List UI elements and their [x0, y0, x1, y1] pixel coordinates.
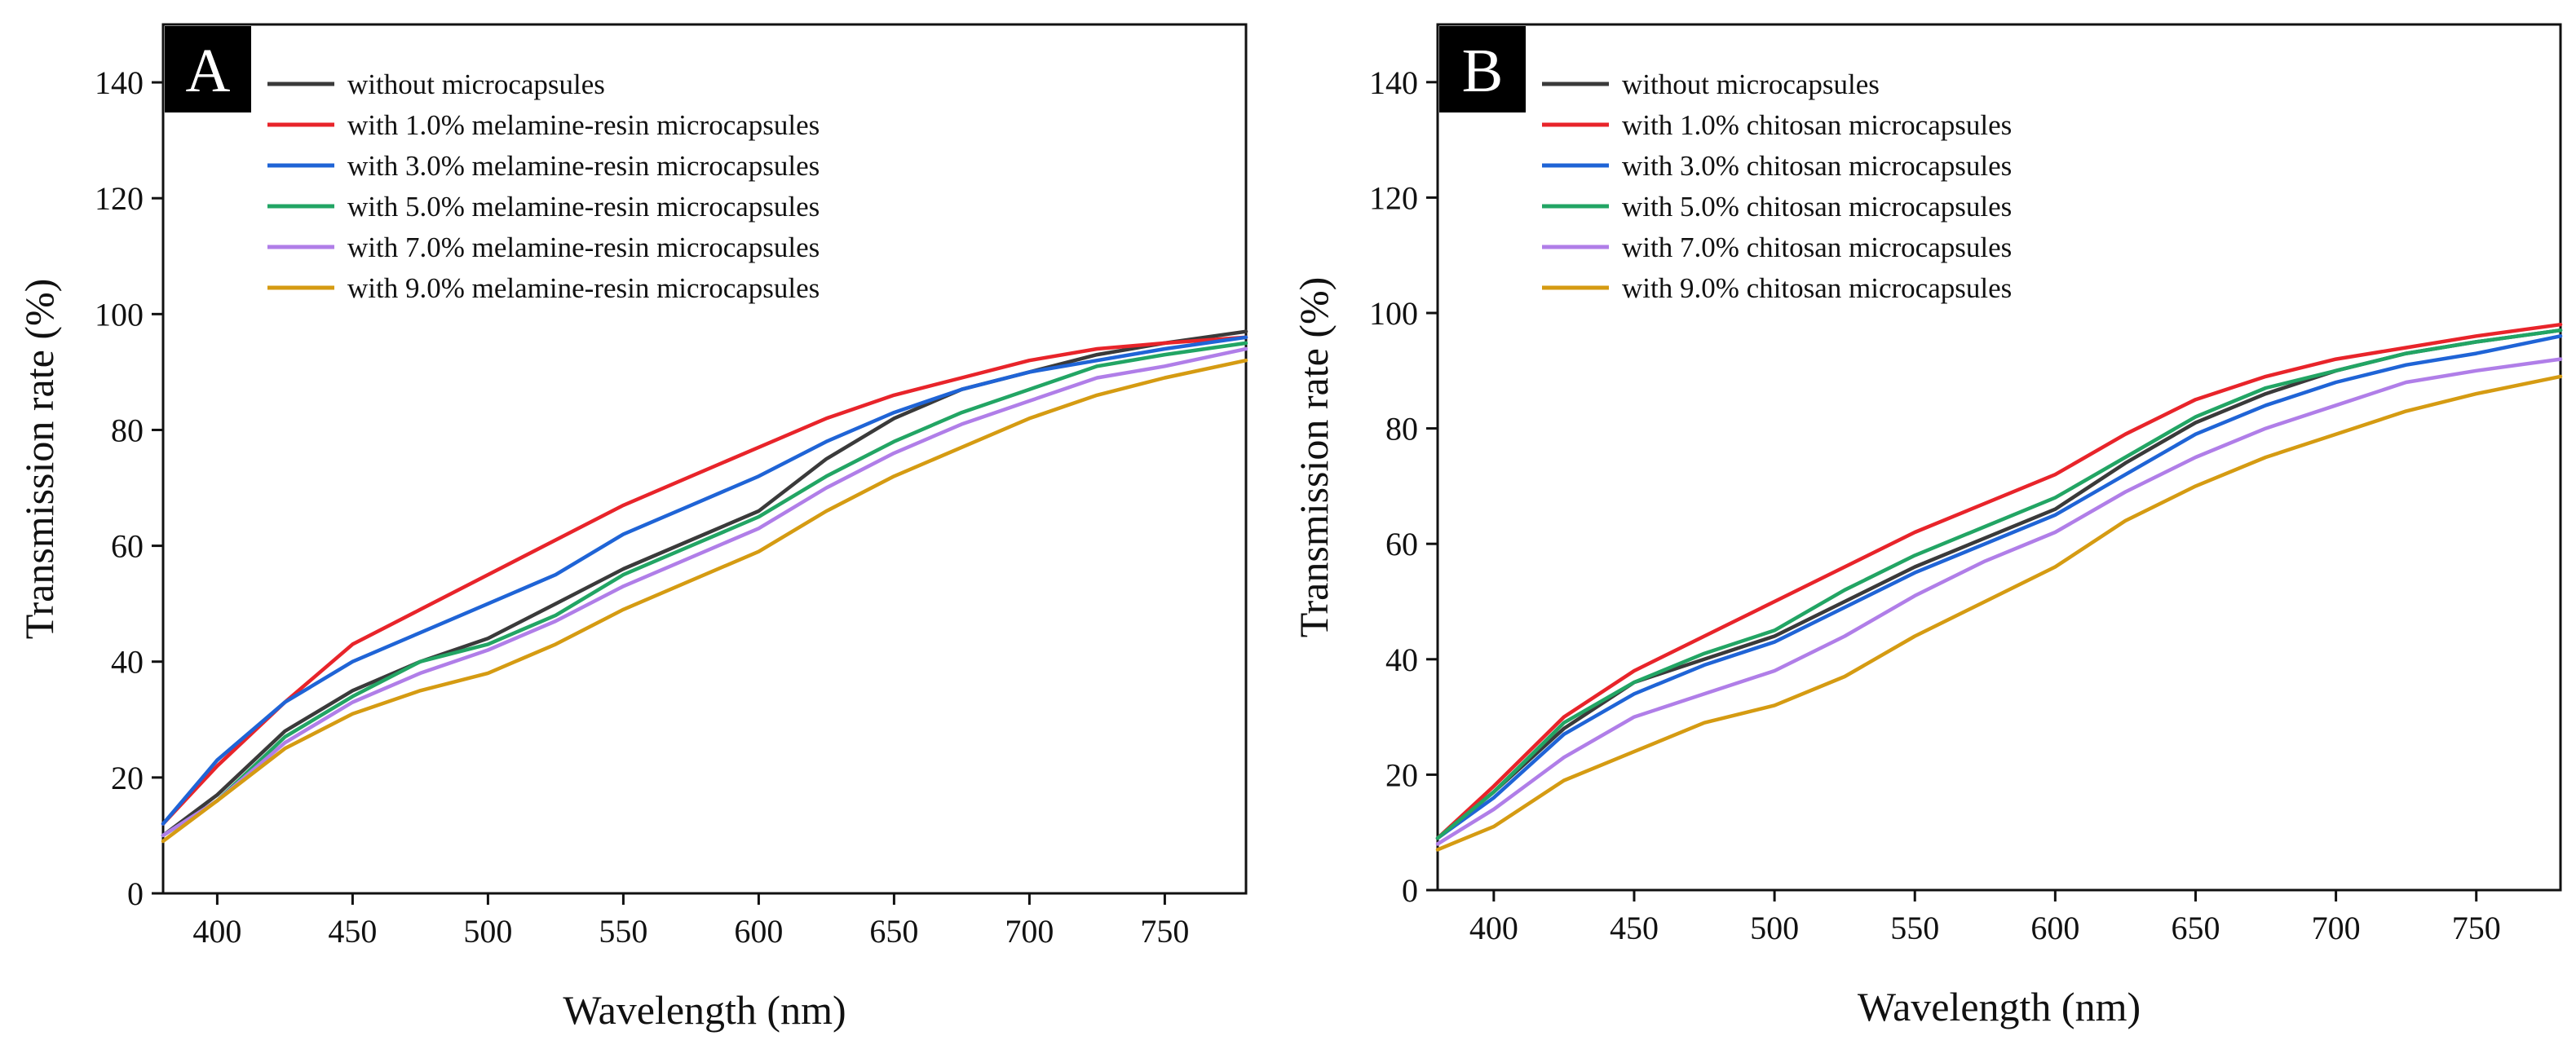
y-tick-label: 40 [111, 644, 144, 681]
series-line-3 [1435, 334, 2563, 840]
plot-frame [1436, 23, 2562, 892]
panel-label-box [165, 26, 251, 112]
chart-panel-a: 400 450 500 550 600 650 700 750 0 20 40 60 80 100 120 1… [16, 23, 1248, 1033]
legend-label-2: with 1.0% chitosan microcapsules [1622, 109, 2012, 141]
x-tick-label: 450 [1610, 910, 1659, 946]
x-axis-label: Wavelength (nm) [1858, 984, 2141, 1029]
y-tick-label: 60 [1385, 526, 1418, 562]
y-tick-label: 0 [127, 875, 144, 912]
legend-label-3: with 3.0% melamine-resin microcapsules [347, 150, 820, 182]
series-line-4 [161, 341, 1248, 838]
x-tick-label: 750 [2452, 910, 2501, 946]
x-tick-label: 550 [1890, 910, 1939, 946]
legend-label-2: with 1.0% melamine-resin microcapsules [347, 109, 820, 141]
panel-label-box [1439, 26, 1526, 112]
legend-label-5: with 7.0% chitosan microcapsules [1622, 231, 2012, 263]
legend-label-6: with 9.0% melamine-resin microcapsules [347, 272, 820, 304]
legend-label-4: with 5.0% chitosan microcapsules [1622, 191, 2012, 223]
y-tick-label: 0 [1402, 872, 1418, 909]
series-line-4 [1435, 328, 2563, 840]
x-tick-label: 650 [2171, 910, 2220, 946]
x-tick-label: 500 [1750, 910, 1799, 946]
legend-label-1: without microcapsules [1622, 68, 1880, 100]
panel-label: A [186, 37, 231, 105]
y-tick-label: 140 [95, 64, 144, 101]
legend: without microcapsules with 1.0% melamine-… [267, 68, 820, 304]
y-axis-label: Transmission rate (%) [1291, 277, 1337, 638]
x-tick-label: 600 [734, 913, 783, 950]
series-line-6 [161, 358, 1248, 844]
x-tick-label: 650 [869, 913, 918, 950]
y-tick-label: 80 [1385, 411, 1418, 447]
x-tick-label: 550 [599, 913, 647, 950]
legend-label-3: with 3.0% chitosan microcapsules [1622, 150, 2012, 182]
panel-label: B [1462, 37, 1504, 105]
chart-panel-b: 400 450 500 550 600 650 700 750 0 20 40 60 80 100 120 1… [1291, 23, 2563, 1029]
x-tick-label: 400 [1469, 910, 1518, 946]
x-tick-label: 700 [2312, 910, 2361, 946]
legend-label-6: with 9.0% chitosan microcapsules [1622, 272, 2012, 304]
y-tick-label: 100 [1369, 295, 1418, 332]
y-tick-label: 20 [111, 760, 144, 796]
y-tick-label: 140 [1369, 64, 1418, 101]
plot-frame [161, 23, 1248, 895]
x-tick-label: 450 [328, 913, 377, 950]
series-line-2 [161, 335, 1248, 826]
series-line-2 [1435, 322, 2563, 840]
x-tick-label: 400 [192, 913, 241, 950]
y-tick-label: 120 [95, 180, 144, 217]
x-tick-label: 600 [2030, 910, 2079, 946]
y-tick-label: 40 [1385, 641, 1418, 678]
y-tick-label: 20 [1385, 756, 1418, 793]
y-tick-label: 60 [111, 528, 144, 565]
series-line-3 [161, 335, 1248, 826]
legend-label-5: with 7.0% melamine-resin microcapsules [347, 231, 820, 263]
x-tick-label: 700 [1005, 913, 1054, 950]
legend: without microcapsules with 1.0% chitosan … [1542, 68, 2012, 304]
x-tick-label: 750 [1140, 913, 1189, 950]
series-line-1 [161, 329, 1248, 838]
series-line-5 [161, 346, 1248, 838]
x-tick-label: 500 [463, 913, 512, 950]
y-tick-label: 80 [111, 412, 144, 448]
y-axis-label: Transmission rate (%) [16, 279, 62, 640]
x-axis-label: Wavelength (nm) [563, 987, 846, 1033]
y-tick-label: 120 [1369, 179, 1418, 216]
y-tick-label: 100 [95, 296, 144, 333]
legend-label-1: without microcapsules [347, 68, 605, 100]
series-line-6 [1435, 374, 2563, 852]
series-line-5 [1435, 357, 2563, 846]
legend-label-4: with 5.0% melamine-resin microcapsules [347, 191, 820, 223]
